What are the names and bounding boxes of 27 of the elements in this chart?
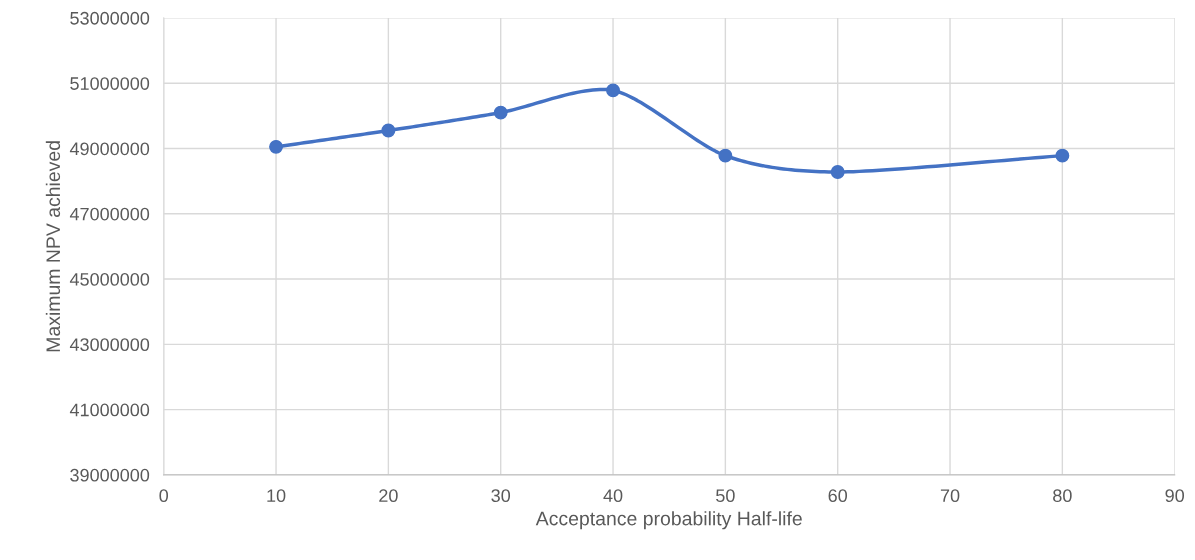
x-tick-label: 70 bbox=[940, 489, 960, 503]
x-tick-label: 0 bbox=[159, 489, 169, 503]
x-tick-label: 30 bbox=[491, 489, 511, 503]
x-tick-label: 10 bbox=[267, 489, 286, 503]
x-tick-label: 90 bbox=[1165, 489, 1185, 503]
x-axis-title: Acceptance probability Half-life bbox=[535, 511, 802, 530]
point bbox=[493, 105, 508, 120]
y-tick-label: 41000000 bbox=[69, 403, 150, 417]
y-tick-label: 45000000 bbox=[69, 272, 150, 286]
y-tick-label: 39000000 bbox=[70, 468, 150, 482]
point bbox=[718, 148, 733, 163]
x-tick-label: 60 bbox=[828, 489, 848, 503]
y-tick-label: 53000000 bbox=[70, 11, 150, 25]
y-axis-title: Maximum NPV achieved bbox=[45, 141, 61, 352]
x-tick-label: 50 bbox=[716, 489, 735, 503]
x-tick-label: 80 bbox=[1053, 489, 1072, 503]
point bbox=[1055, 148, 1070, 163]
point bbox=[269, 139, 283, 154]
point bbox=[381, 123, 396, 138]
y-tick-label: 51000000 bbox=[70, 77, 150, 90]
y-tick-label: 49000000 bbox=[69, 142, 150, 156]
point bbox=[830, 165, 845, 179]
x-tick-label: 40 bbox=[603, 489, 623, 503]
point bbox=[606, 83, 620, 98]
y-tick-label: 47000000 bbox=[69, 207, 150, 221]
x-tick-label: 20 bbox=[379, 489, 398, 503]
y-tick-label: 43000000 bbox=[69, 338, 150, 352]
